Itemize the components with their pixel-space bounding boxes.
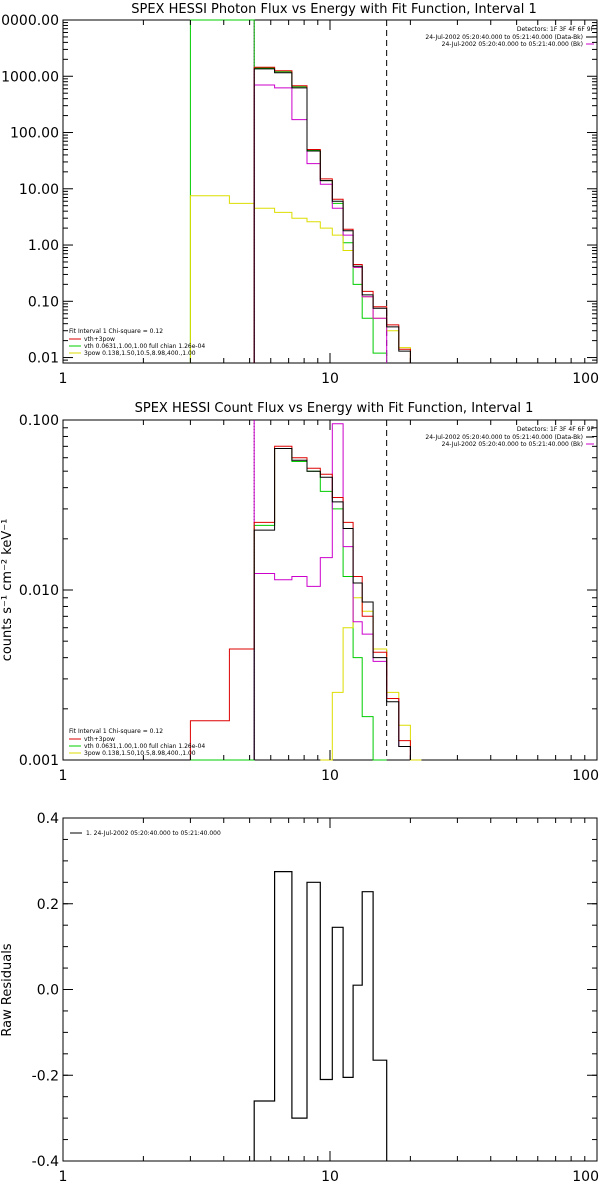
series-yellow-histogram bbox=[189, 195, 411, 363]
x-tick-label: 1 bbox=[59, 768, 68, 784]
count-bk-interval: 24-Jul-2002 05:20:40.000 to 05:21:40.000… bbox=[442, 441, 583, 448]
y-tick-label: -0.4 bbox=[32, 1154, 59, 1170]
x-tick-label: 100 bbox=[572, 768, 599, 784]
photon-flux-title: SPEX HESSI Photon Flux vs Energy with Fi… bbox=[131, 2, 537, 17]
photon-flux-panel: SPEX HESSI Photon Flux vs Energy with Fi… bbox=[0, 2, 599, 387]
count-flux-plot-frame bbox=[62, 419, 598, 761]
y-tick-label: 0.10 bbox=[28, 294, 59, 310]
y-tick-label: 0.010 bbox=[19, 583, 59, 599]
series-green-histogram bbox=[189, 19, 388, 363]
count-fit-legend-title: Fit Interval 1 Chi-square = 0.12 bbox=[69, 728, 163, 735]
photon-flux-series-group bbox=[189, 19, 411, 363]
count-flux-title: SPEX HESSI Count Flux vs Energy with Fit… bbox=[135, 401, 534, 416]
series-red-histogram bbox=[189, 445, 411, 760]
y-tick-label: -0.2 bbox=[32, 1068, 59, 1084]
count-fit-item-vth: vth 0.0631,1.00,1.00 full chian 1.26e-04 bbox=[84, 743, 205, 750]
residuals-histogram bbox=[253, 871, 388, 1161]
count-fit-item-total: vth+3pow bbox=[84, 736, 115, 743]
x-tick-label: 100 bbox=[572, 1169, 599, 1185]
residuals-legend-label: 1. 24-Jul-2002 05:20:40.000 to 05:21:40.… bbox=[86, 830, 221, 837]
count-detectors-label: Detectors: 1F 3F 4F 6F 9F bbox=[517, 426, 595, 433]
count-fit-item-3pow: 3pow 0.138,1.50,10.5,8.98,400.,1.00 bbox=[84, 750, 196, 757]
series-black-histogram bbox=[253, 68, 411, 363]
photon-detectors-label: Detectors: 1F 3F 4F 6F 9F bbox=[517, 26, 595, 33]
count-flux-panel: SPEX HESSI Count Flux vs Energy with Fit… bbox=[0, 401, 599, 784]
residuals-series-group bbox=[253, 871, 388, 1161]
residuals-plot-frame bbox=[62, 817, 598, 1162]
x-tick-label: 1 bbox=[59, 1169, 68, 1185]
series-yellow-histogram bbox=[320, 597, 422, 761]
y-tick-label: 0.4 bbox=[37, 811, 59, 827]
y-tick-label: 0.001 bbox=[19, 753, 59, 769]
residuals-panel: Raw Residuals 1 10 100 0.4 0.2 0.0 -0.2 -0.4 1.… bbox=[0, 811, 599, 1185]
residuals-y-axis-label: Raw Residuals bbox=[0, 943, 15, 1036]
y-tick-label: 1000.00 bbox=[1, 69, 59, 85]
x-tick-label: 10 bbox=[321, 768, 339, 784]
photon-fit-item-3pow: 3pow 0.138,1.50,10.5,8.98,400.,1.00 bbox=[84, 350, 196, 357]
photon-fit-item-total: vth+3pow bbox=[84, 336, 115, 343]
series-green-histogram bbox=[190, 448, 387, 761]
y-tick-label: 100.00 bbox=[10, 126, 59, 142]
x-tick-label: 10 bbox=[321, 371, 339, 387]
x-tick-label: 10 bbox=[321, 1169, 339, 1185]
photon-bk-interval: 24-Jul-2002 05:20:40.000 to 05:21:40.000… bbox=[442, 41, 583, 48]
photon-fit-item-vth: vth 0.0631,1.00,1.00 full chian 1.26e-04 bbox=[84, 343, 205, 350]
residuals-axis-ticks: 1 10 100 0.4 0.2 0.0 -0.2 -0.4 bbox=[32, 811, 599, 1185]
y-tick-label: 0.2 bbox=[37, 897, 59, 913]
y-tick-label: 1.00 bbox=[28, 238, 59, 254]
photon-data-bk-interval: 24-Jul-2002 05:20:40.000 to 05:21:40.000… bbox=[425, 34, 583, 41]
count-flux-axis-ticks: 1 10 100 0.100 0.010 0.001 bbox=[19, 413, 599, 784]
x-tick-label: 1 bbox=[59, 371, 68, 387]
y-tick-label: 0.0 bbox=[37, 983, 59, 999]
photon-flux-plot-frame bbox=[62, 19, 598, 364]
x-tick-label: 100 bbox=[572, 371, 599, 387]
count-flux-series-group bbox=[189, 420, 422, 761]
y-tick-label: 0.100 bbox=[19, 413, 59, 429]
series-black-histogram bbox=[253, 448, 411, 760]
count-data-bk-interval: 24-Jul-2002 05:20:40.000 to 05:21:40.000… bbox=[425, 434, 583, 441]
photon-fit-legend-title: Fit Interval 1 Chi-square = 0.12 bbox=[69, 328, 163, 335]
y-tick-label: 10.00 bbox=[19, 182, 59, 198]
count-flux-y-axis-label: counts s⁻¹ cm⁻² keV⁻¹ bbox=[0, 519, 15, 662]
y-tick-label: 0.01 bbox=[28, 351, 59, 367]
